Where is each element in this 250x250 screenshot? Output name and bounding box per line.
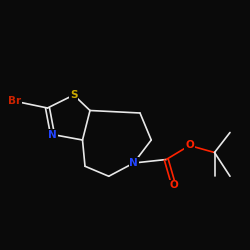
Text: S: S — [70, 90, 78, 100]
Text: N: N — [48, 130, 57, 140]
Text: N: N — [130, 158, 138, 168]
Text: O: O — [170, 180, 178, 190]
Text: O: O — [185, 140, 194, 150]
Text: Br: Br — [8, 96, 22, 106]
